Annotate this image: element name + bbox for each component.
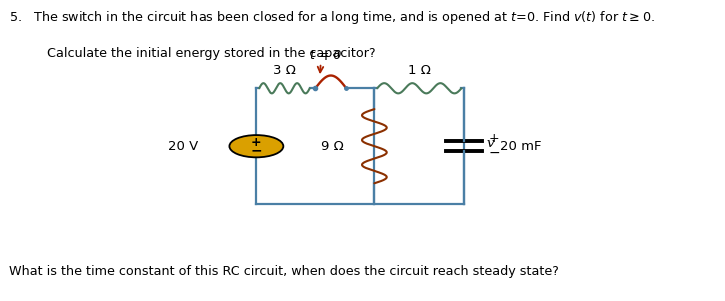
Text: 9 Ω: 9 Ω <box>320 140 344 153</box>
Text: 1 Ω: 1 Ω <box>408 64 431 77</box>
Text: What is the time constant of this RC circuit, when does the circuit reach steady: What is the time constant of this RC cir… <box>9 265 559 278</box>
Text: +: + <box>489 132 500 145</box>
Text: Calculate the initial energy stored in the capacitor?: Calculate the initial energy stored in t… <box>47 47 376 60</box>
Text: −: − <box>251 144 262 157</box>
Text: +: + <box>251 136 262 149</box>
Text: −: − <box>489 145 501 160</box>
Text: v: v <box>486 137 494 150</box>
Text: t = 0: t = 0 <box>310 49 341 62</box>
Text: 20 mF: 20 mF <box>500 140 542 153</box>
Text: 5.   The switch in the circuit has been closed for a long time, and is opened at: 5. The switch in the circuit has been cl… <box>9 9 655 26</box>
Text: 20 V: 20 V <box>168 140 199 153</box>
Text: 3 Ω: 3 Ω <box>273 64 296 77</box>
Circle shape <box>229 135 283 157</box>
